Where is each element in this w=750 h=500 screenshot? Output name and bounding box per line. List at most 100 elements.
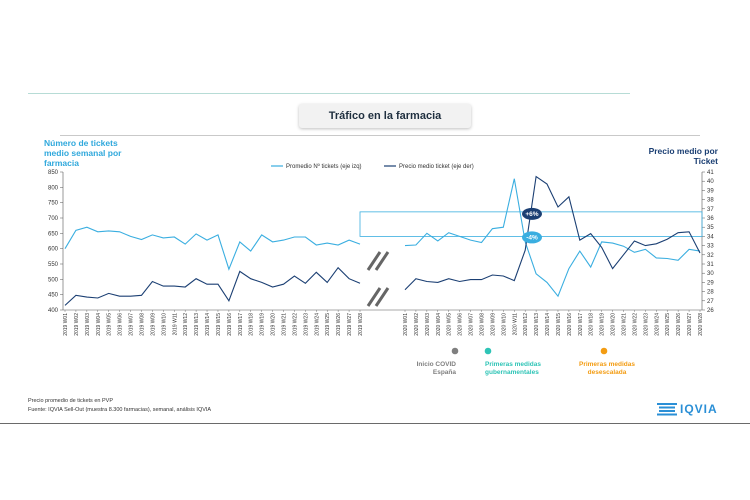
y-left-tick-label: 400 bbox=[48, 308, 59, 314]
x-tick-label: 2020 W15 bbox=[556, 313, 562, 336]
x-tick-label: 2019 W19 bbox=[260, 313, 266, 336]
x-tick-label: 2019 W23 bbox=[303, 313, 309, 336]
x-tick-label: 2020 W25 bbox=[665, 313, 671, 336]
x-tick-label: 2019 W25 bbox=[325, 313, 331, 336]
x-tick-label: 2020 W02 bbox=[414, 313, 420, 336]
y-right-tick-label: 29 bbox=[707, 280, 714, 286]
x-tick-label: 2020 W17 bbox=[578, 313, 584, 336]
event-label: Primeras medidas bbox=[485, 361, 541, 368]
price-line-2019 bbox=[64, 266, 361, 306]
top-divider bbox=[28, 93, 630, 94]
y-right-tick-label: 27 bbox=[707, 299, 714, 305]
x-tick-label: 2020 W22 bbox=[632, 313, 638, 336]
x-tick-label: 2019 W02 bbox=[74, 313, 80, 336]
x-tick-label: 2020 W21 bbox=[622, 313, 628, 336]
x-tick-label: 2019 W09 bbox=[150, 313, 156, 336]
x-tick-label: 2019 W10 bbox=[161, 313, 167, 336]
x-tick-label: 2019 W13 bbox=[194, 313, 200, 336]
y-left-tick-label: 450 bbox=[48, 293, 59, 299]
x-tick-label: 2019 W26 bbox=[336, 313, 342, 336]
price-line-2020 bbox=[404, 175, 701, 291]
y-right-tick-label: 34 bbox=[707, 234, 714, 240]
y-right-tick-label: 41 bbox=[707, 170, 714, 176]
y-left-tick-label: 600 bbox=[48, 247, 59, 253]
y-right-tick-label: 39 bbox=[707, 188, 714, 194]
x-tick-label: 2019 W08 bbox=[139, 313, 145, 336]
event-label: Primeras medidas bbox=[579, 361, 635, 368]
x-tick-label: 2020 W18 bbox=[589, 313, 595, 336]
y-right-tick-label: 36 bbox=[707, 216, 714, 222]
x-tick-label: 2019 W16 bbox=[227, 313, 233, 336]
x-tick-label: 2019 W05 bbox=[107, 313, 113, 336]
x-tick-label: 2020 W07 bbox=[469, 313, 475, 336]
axis-break-mark bbox=[366, 287, 382, 307]
legend-price-label: Precio medio ticket (eje der) bbox=[399, 164, 474, 170]
logo-text: IQVIA bbox=[680, 402, 718, 416]
y-left-tick-label: 750 bbox=[48, 201, 59, 207]
x-tick-label: 2020 W12 bbox=[523, 313, 529, 336]
x-tick-label: 2019 W17 bbox=[238, 313, 244, 336]
y-left-tick-label: 850 bbox=[48, 170, 59, 176]
y-right-tick-label: 33 bbox=[707, 244, 714, 250]
y-axis-left-label: Número de tickets medio semanal por farm… bbox=[44, 138, 122, 168]
y-right-tick-label: 40 bbox=[707, 179, 714, 185]
x-tick-label: 2019 W18 bbox=[249, 313, 255, 336]
y-right-tick-label: 37 bbox=[707, 207, 714, 213]
y-right-tick-label: 38 bbox=[707, 198, 714, 204]
x-tick-label: 2020 W13 bbox=[534, 313, 540, 336]
y-axis-right-label: Precio medio por Ticket bbox=[648, 146, 718, 166]
event-label: gubernamentales bbox=[485, 369, 539, 376]
event-marker bbox=[484, 347, 492, 355]
y-right-tick-label: 35 bbox=[707, 225, 714, 231]
y-right-tick-label: 26 bbox=[707, 308, 714, 314]
event-marker bbox=[600, 347, 608, 355]
footnote-price: Precio promedio de tickets en PVP bbox=[28, 398, 113, 404]
x-tick-label: 2020 W11 bbox=[512, 313, 518, 336]
x-tick-label: 2020 W01 bbox=[403, 313, 409, 336]
x-tick-label: 2020 W16 bbox=[567, 313, 573, 336]
tickets-line-2020 bbox=[404, 178, 701, 298]
legend-tickets-label: Promedio Nº tickets (eje izq) bbox=[286, 163, 362, 170]
x-tick-label: 2019 W12 bbox=[183, 313, 189, 336]
x-tick-label: 2020 W26 bbox=[676, 313, 682, 336]
x-tick-label: 2020 W08 bbox=[479, 313, 485, 336]
x-tick-label: 2019 W03 bbox=[85, 313, 91, 336]
x-tick-label: 2019 W04 bbox=[96, 313, 102, 336]
x-tick-label: 2020 W14 bbox=[545, 313, 551, 336]
y-left-tick-label: 550 bbox=[48, 262, 59, 268]
y-right-tick-label: 31 bbox=[707, 262, 714, 268]
x-tick-label: 2019 W07 bbox=[129, 313, 135, 336]
x-tick-label: 2020 W20 bbox=[611, 313, 617, 336]
x-tick-label: 2019 W22 bbox=[292, 313, 298, 336]
x-tick-label: 2019 W11 bbox=[172, 313, 178, 336]
x-tick-label: 2020 W04 bbox=[436, 313, 442, 336]
event-marker bbox=[451, 347, 459, 355]
axis-break-mark bbox=[374, 287, 390, 307]
y-left-tick-label: 800 bbox=[48, 185, 59, 191]
tickets-line-2019 bbox=[64, 226, 361, 271]
x-tick-label: 2020 W09 bbox=[490, 313, 496, 336]
axis-break-mark bbox=[374, 251, 390, 271]
y-right-tick-label: 28 bbox=[707, 290, 714, 296]
x-tick-label: 2020 W19 bbox=[600, 313, 606, 336]
event-label: desescalada bbox=[588, 369, 627, 376]
y-right-tick-label: 30 bbox=[707, 271, 714, 277]
title-rule bbox=[60, 135, 700, 136]
y-left-tick-label: 650 bbox=[48, 231, 59, 237]
event-label: Inicio COVID bbox=[417, 361, 457, 368]
annotation-price-badge bbox=[522, 231, 542, 244]
y-right-tick-label: 32 bbox=[707, 253, 714, 259]
x-tick-label: 2019 W20 bbox=[271, 313, 277, 336]
x-tick-label: 2020 W23 bbox=[643, 313, 649, 336]
annotation-tickets-badge bbox=[522, 207, 542, 220]
x-tick-label: 2020 W27 bbox=[687, 313, 693, 336]
x-tick-label: 2019 W06 bbox=[118, 313, 124, 336]
y-left-tick-label: 500 bbox=[48, 277, 59, 283]
x-tick-label: 2019 W01 bbox=[63, 313, 69, 336]
x-tick-label: 2019 W24 bbox=[314, 313, 320, 336]
annotation-price-label: -4% bbox=[526, 235, 538, 242]
x-tick-label: 2020 W10 bbox=[501, 313, 507, 336]
x-tick-label: 2019 W14 bbox=[205, 313, 211, 336]
x-tick-label: 2019 W27 bbox=[347, 313, 353, 336]
